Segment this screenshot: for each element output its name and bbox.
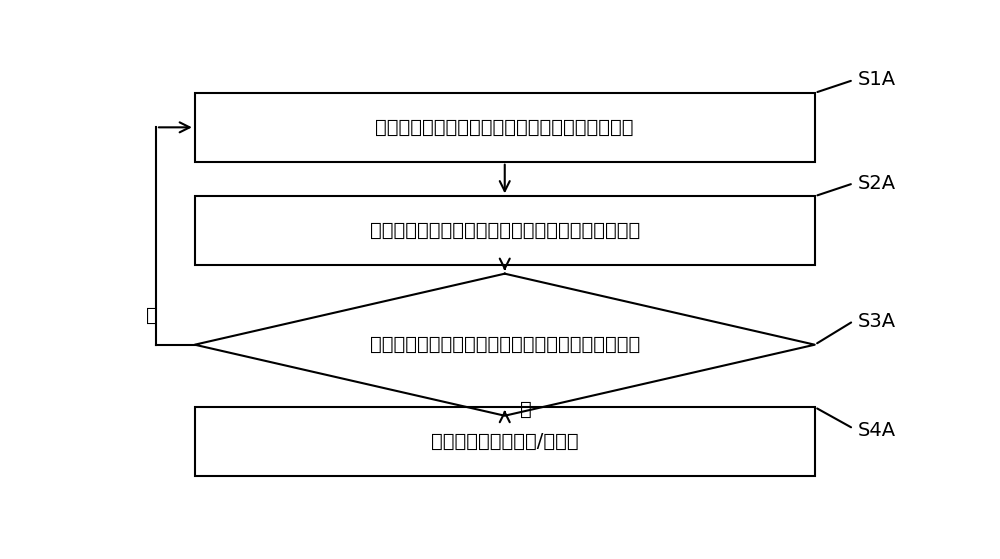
Bar (195, 93, 815, 162)
Text: 调整压缩机的频率和/或转速: 调整压缩机的频率和/或转速 (431, 432, 579, 451)
Polygon shape (195, 274, 815, 416)
Text: S1A: S1A (857, 70, 896, 89)
Text: 获取环境气压値、环境温度値和储气罐当前压力値: 获取环境气压値、环境温度値和储气罐当前压力値 (376, 118, 634, 137)
Text: 判断储气罐当前压力値与储气罐预期压力値是否相符: 判断储气罐当前压力値与储气罐预期压力値是否相符 (370, 335, 640, 354)
Text: S2A: S2A (857, 174, 896, 193)
Text: S3A: S3A (857, 311, 896, 330)
Bar (195, 196, 815, 265)
Text: 是: 是 (146, 306, 158, 325)
Text: 否: 否 (520, 400, 532, 419)
Bar (195, 407, 815, 476)
Text: S4A: S4A (857, 421, 896, 440)
Text: 根据环境气压値和环境温度値计算储气罐预期压力値: 根据环境气压値和环境温度値计算储气罐预期压力値 (370, 221, 640, 240)
